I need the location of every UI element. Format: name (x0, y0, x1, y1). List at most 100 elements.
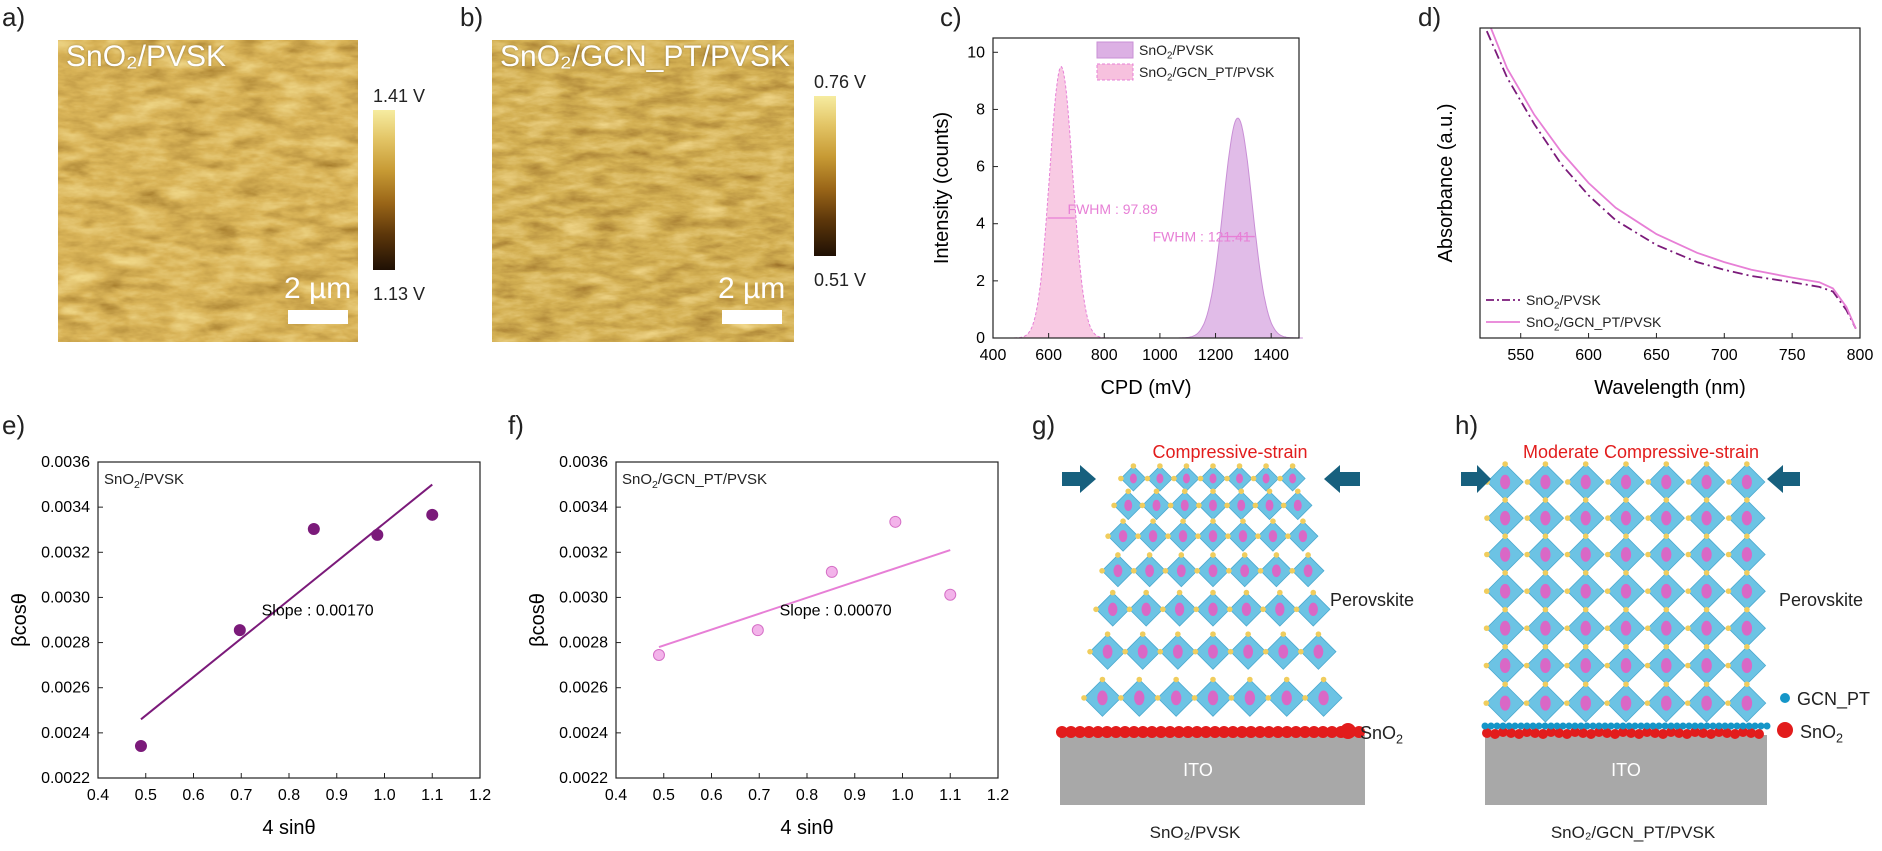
slope-annotation-f: Slope : 0.00070 (780, 602, 892, 619)
schematic-g: Compressive-strain ITO Perovskite SnO₂/P… (1056, 442, 1414, 842)
cation (1660, 695, 1672, 711)
halide-atom (1684, 700, 1691, 706)
halide-atom (1703, 569, 1710, 576)
x-tick-label: 0.4 (87, 787, 109, 804)
gcn-particle (1559, 722, 1567, 730)
x-tick-label: 1000 (1142, 347, 1178, 364)
cation (1275, 602, 1285, 616)
halide-atom (1542, 681, 1549, 688)
cation (1209, 499, 1217, 512)
sno2-particle (1674, 728, 1684, 738)
halide-atom (1623, 606, 1629, 613)
caption-g: SnO₂/PVSK (1150, 823, 1241, 842)
halide-atom (1582, 606, 1589, 613)
cation (1209, 473, 1217, 484)
kpfm-label-b: SnO₂/GCN_PT/PVSK (500, 40, 791, 73)
sno2-particle (1546, 727, 1556, 737)
cation (1208, 564, 1218, 578)
sno2-particle (1146, 726, 1158, 738)
halide-atom (1623, 643, 1629, 650)
sno2-particle (1182, 726, 1194, 738)
x-axis-title: 4 sinθ (780, 817, 833, 839)
sno2-particle (1730, 729, 1740, 739)
halide-atom (1502, 643, 1508, 650)
cation (1170, 690, 1182, 706)
cation (1500, 510, 1511, 526)
halide-atom (1135, 533, 1141, 539)
legend-label-1: SnO2/PVSK (1526, 292, 1601, 312)
chart-title-f: SnO2/GCN_PT/PVSK (622, 471, 767, 491)
halide-atom (1224, 502, 1230, 509)
halide-atom (1245, 631, 1251, 637)
cation (1289, 473, 1297, 484)
halide-atom (1744, 461, 1750, 467)
colorbar-b (814, 96, 836, 256)
cation (1134, 690, 1145, 706)
halide-atom (1483, 700, 1490, 706)
x-tick-label: 700 (1711, 347, 1738, 364)
halide-atom (1685, 588, 1691, 595)
sno2-particle (1092, 726, 1104, 738)
halide-atom (1210, 631, 1216, 637)
legend-label-1: SnO2/PVSK (1139, 42, 1214, 62)
cation (1620, 547, 1632, 562)
panel-letter-f: f) (508, 410, 524, 440)
halide-atom (1180, 518, 1186, 524)
gcn-particle (1547, 722, 1555, 730)
cation (1540, 474, 1551, 490)
sno2-particle (1290, 726, 1302, 738)
data-point-f (652, 648, 665, 661)
gcn-particle (1583, 722, 1591, 730)
chart-absorbance: 550 600 650 700 750 800 Wavelength (nm) Absorba… (1435, 27, 1873, 399)
cation (1141, 602, 1151, 616)
halide-atom (1192, 648, 1199, 655)
sno2-particle (1263, 726, 1275, 738)
cation (1661, 510, 1672, 526)
halide-atom (1197, 475, 1204, 482)
halide-atom (1542, 643, 1549, 650)
panel-letter-d: d) (1418, 2, 1442, 32)
halide-atom (1277, 475, 1283, 482)
halide-atom (1167, 502, 1174, 509)
strain-label-h: Moderate Compressive-strain (1523, 442, 1759, 462)
sno2-legend-dot (1340, 723, 1356, 739)
halide-atom (1171, 475, 1177, 482)
data-point-f (944, 588, 957, 601)
compression-arrow-right (1324, 465, 1360, 493)
gcn-particle (1703, 722, 1711, 730)
halide-atom (1118, 475, 1124, 482)
gcn-particle (1751, 722, 1759, 730)
halide-atom (1483, 625, 1490, 632)
x-tick-label: 0.7 (230, 787, 252, 804)
halide-atom (1294, 488, 1301, 495)
halide-atom (1289, 463, 1296, 469)
halide-atom (1744, 643, 1750, 650)
sno2-particle (1173, 726, 1185, 738)
cation (1102, 644, 1113, 659)
x-tick-label: 1.2 (987, 787, 1009, 804)
cation (1271, 564, 1281, 578)
halide-atom (1604, 662, 1611, 669)
x-tick-label: 0.6 (182, 787, 204, 804)
x-axis-title: Wavelength (nm) (1594, 377, 1746, 399)
data-point-e (371, 528, 384, 541)
data-point-f (751, 624, 764, 637)
cation (1661, 474, 1672, 490)
halide-atom (1564, 700, 1570, 706)
sno2-particle (1482, 728, 1492, 738)
sno2-particle (1634, 729, 1644, 739)
gcn-particle (1613, 722, 1621, 730)
cation (1241, 602, 1252, 616)
gcn-particle (1529, 722, 1537, 730)
halide-atom (1262, 648, 1269, 655)
data-point-e (426, 508, 439, 521)
halide-atom (1524, 515, 1531, 521)
halide-atom (1081, 695, 1087, 701)
gcn-particle (1667, 722, 1675, 730)
halide-atom (1725, 551, 1732, 558)
halide-atom (1703, 643, 1710, 650)
cation (1620, 658, 1632, 674)
halide-atom (1136, 676, 1143, 683)
sno2-particle (1209, 726, 1221, 738)
cation (1741, 474, 1752, 490)
